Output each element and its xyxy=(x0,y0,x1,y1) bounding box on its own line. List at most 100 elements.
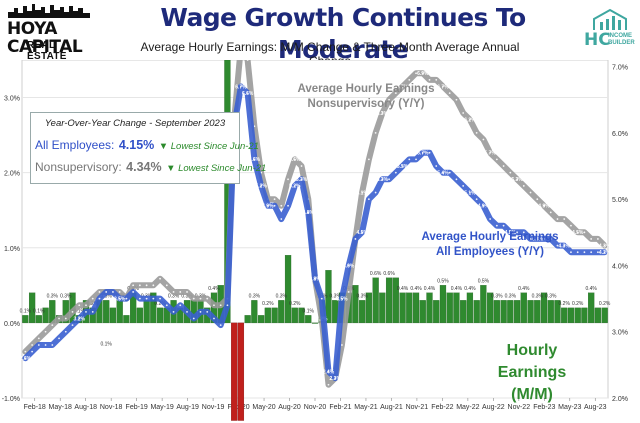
bar-data-label: 0.3% xyxy=(356,293,368,299)
all-employees-point xyxy=(596,251,599,254)
bar-data-label: 0.4% xyxy=(464,286,476,292)
mm-bar xyxy=(540,292,548,324)
nonsupervisory-point xyxy=(179,291,182,293)
mm-bar xyxy=(500,300,507,324)
all-employees-point xyxy=(213,317,215,320)
all-employees-point xyxy=(112,291,114,293)
all-employees-point-label: 4.4% xyxy=(532,237,544,243)
mm-bar xyxy=(379,292,386,324)
all-employees-point xyxy=(300,178,303,181)
all-employees-point xyxy=(192,317,195,320)
all-employees-point xyxy=(489,218,492,220)
bar-data-label: 0.1% xyxy=(33,308,45,314)
all-employees-point-label: 3.2% xyxy=(74,316,86,322)
mm-bar xyxy=(507,300,514,324)
bar-data-label: 0.3% xyxy=(545,293,557,299)
logo-brand-line2: REAL ESTATE xyxy=(27,40,67,62)
all-employees-point xyxy=(64,330,67,333)
all-employees-point xyxy=(320,297,323,300)
all-employees-point xyxy=(58,337,60,340)
mm-bar xyxy=(103,300,110,324)
income-builder-logo: HC INCOME BUILDER xyxy=(582,8,638,58)
x-axis-tick-label: Nov-18 xyxy=(100,404,123,411)
all-employees-point xyxy=(24,357,27,360)
mm-bar xyxy=(487,292,494,324)
x-axis-tick-label: May-23 xyxy=(558,404,581,411)
nonsupervisory-point xyxy=(590,238,593,240)
mm-bar xyxy=(136,307,143,324)
all-employees-point-label: 4.9% xyxy=(478,204,490,210)
bar-data-label: 0.3% xyxy=(249,293,261,299)
mm-bar xyxy=(547,300,554,324)
logo-brand-line1: HOYA CAPITAL xyxy=(7,19,83,57)
nonsupervisory-point xyxy=(428,78,431,81)
x-axis-tick-label: May-20 xyxy=(252,404,275,411)
mm-bar xyxy=(426,292,433,324)
all-employees-point xyxy=(98,297,101,300)
nonsupervisory-point xyxy=(31,344,34,346)
yoy-info-box: Year-Over-Year Change - September 2023 A… xyxy=(30,112,266,184)
all-employees-point xyxy=(388,178,390,181)
all-employees-point-label: 4.0% xyxy=(343,263,355,269)
nonsupervisory-point-label: 5.3% xyxy=(511,177,523,183)
mm-bar xyxy=(554,300,561,324)
mm-bar xyxy=(446,292,453,324)
info-value: 4.15% xyxy=(118,138,155,152)
all-employees-point xyxy=(199,310,202,313)
nonsupervisory-point-label: 4.9% xyxy=(538,204,550,210)
all-employees-point xyxy=(576,251,579,254)
mm-bar xyxy=(460,300,467,324)
all-employees-point xyxy=(462,185,465,187)
all-employees-point xyxy=(91,310,94,313)
nonsupervisory-point xyxy=(401,85,404,88)
all-employees-point xyxy=(529,238,532,240)
mm-bar xyxy=(271,307,278,324)
nonsupervisory-series-label: Average Hourly Earnings Nonsupervisory (… xyxy=(288,82,444,112)
bar-data-label: 0.3% xyxy=(100,293,112,299)
nonsupervisory-point-label: 6.3% xyxy=(377,111,389,117)
nonsupervisory-point xyxy=(206,297,209,300)
all-employees-point xyxy=(78,317,81,320)
mm-bar xyxy=(419,300,426,324)
bar-data-label: 0.2% xyxy=(559,301,571,307)
all-employees-point xyxy=(543,238,545,240)
all-employees-point xyxy=(448,171,451,174)
all-employees-point xyxy=(31,350,34,353)
all-employees-point xyxy=(556,244,559,247)
mm-bar xyxy=(372,277,379,324)
info-row-all-employees: All Employees: 4.15% ▼ Lowest Since Jun-… xyxy=(35,136,259,154)
mm-bar xyxy=(278,300,285,324)
bar-data-label: 0.1% xyxy=(20,308,32,314)
all-employees-point xyxy=(435,165,438,167)
all-employees-point xyxy=(145,297,148,300)
mm-bar xyxy=(601,307,608,324)
x-axis-tick-label: May-18 xyxy=(49,404,72,411)
nonsupervisory-point xyxy=(24,350,27,353)
x-axis-tick-label: Aug-23 xyxy=(584,404,607,411)
bar-data-label: 0.3% xyxy=(330,293,342,299)
mm-bar xyxy=(143,300,150,324)
mm-bar xyxy=(35,315,42,324)
x-axis-tick-label: Feb-21 xyxy=(329,404,351,411)
left-axis-tick-label: 0.0% xyxy=(4,321,20,328)
all-employees-point xyxy=(226,304,229,307)
bar-data-label: 0.3% xyxy=(47,293,59,299)
nonsupervisory-point xyxy=(347,291,350,293)
all-employees-point xyxy=(246,92,249,95)
nonsupervisory-point xyxy=(78,304,81,307)
mm-bar xyxy=(534,300,541,324)
all-employees-point xyxy=(421,151,424,154)
all-employees-point xyxy=(563,244,566,247)
all-employees-point xyxy=(334,377,337,380)
mm-bar xyxy=(284,255,292,324)
all-employees-point xyxy=(482,204,485,207)
logo-text: INCOME BUILDER xyxy=(608,33,635,47)
all-employees-point xyxy=(570,251,572,254)
x-axis-tick-label: Aug-19 xyxy=(176,404,199,411)
all-employees-point xyxy=(495,224,498,227)
mm-series-label: Hourly Earnings (M/M) xyxy=(472,340,592,406)
mm-bar xyxy=(493,300,500,324)
all-employees-point xyxy=(314,277,316,280)
nonsupervisory-point xyxy=(576,231,579,234)
all-employees-point-label: 4.5% xyxy=(356,230,368,236)
